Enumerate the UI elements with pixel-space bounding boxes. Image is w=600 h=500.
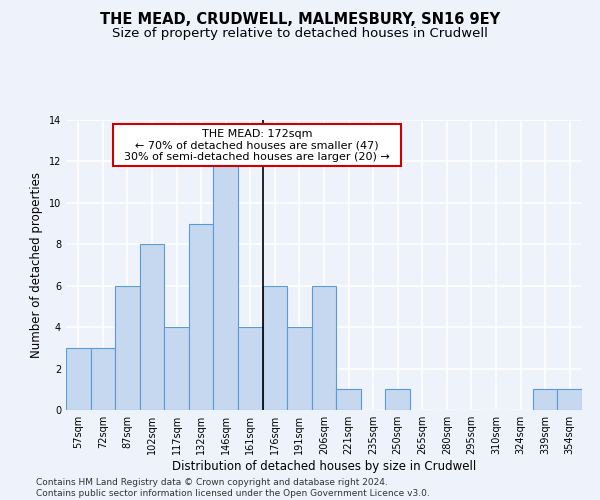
X-axis label: Distribution of detached houses by size in Crudwell: Distribution of detached houses by size … <box>172 460 476 473</box>
Bar <box>140 244 164 410</box>
Bar <box>533 390 557 410</box>
Bar <box>91 348 115 410</box>
Bar <box>164 327 189 410</box>
Bar <box>287 327 312 410</box>
Bar <box>263 286 287 410</box>
Bar <box>66 348 91 410</box>
Bar <box>238 327 263 410</box>
Text: THE MEAD: 172sqm  
  ← 70% of detached houses are smaller (47)  
  30% of semi-d: THE MEAD: 172sqm ← 70% of detached house… <box>117 128 397 162</box>
Bar <box>214 162 238 410</box>
Y-axis label: Number of detached properties: Number of detached properties <box>30 172 43 358</box>
Text: Contains HM Land Registry data © Crown copyright and database right 2024.
Contai: Contains HM Land Registry data © Crown c… <box>36 478 430 498</box>
Bar <box>336 390 361 410</box>
Bar <box>312 286 336 410</box>
Bar <box>115 286 140 410</box>
Bar <box>189 224 214 410</box>
Bar <box>385 390 410 410</box>
Text: THE MEAD, CRUDWELL, MALMESBURY, SN16 9EY: THE MEAD, CRUDWELL, MALMESBURY, SN16 9EY <box>100 12 500 28</box>
Bar <box>557 390 582 410</box>
Text: Size of property relative to detached houses in Crudwell: Size of property relative to detached ho… <box>112 28 488 40</box>
